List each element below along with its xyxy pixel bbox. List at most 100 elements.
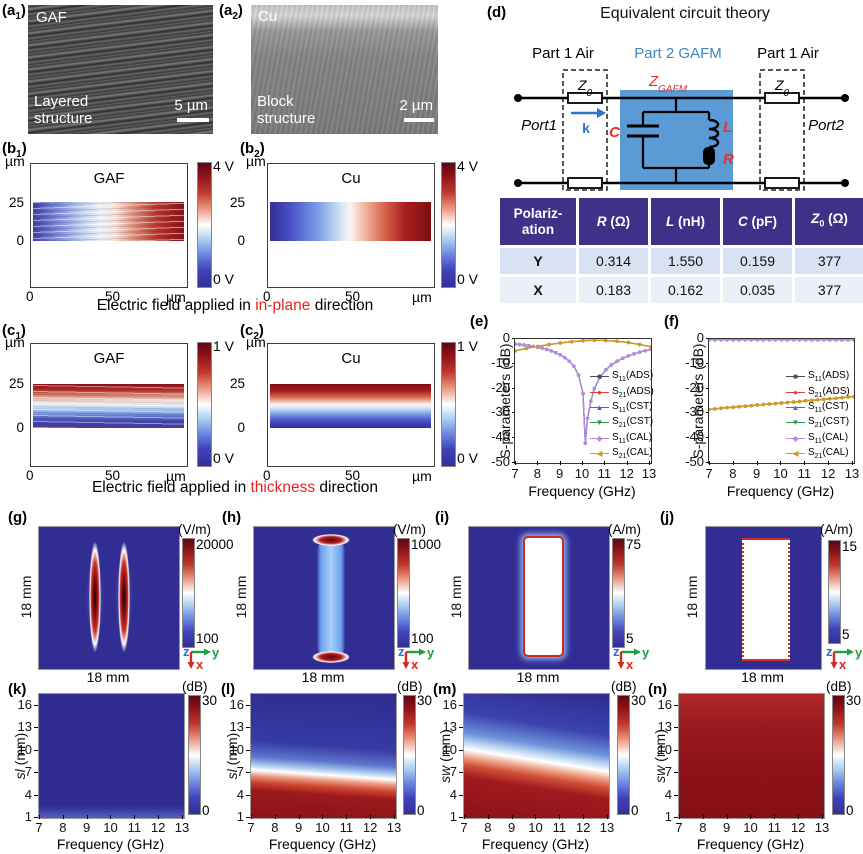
- data-marker: [834, 339, 838, 342]
- y-axis-ticks: 16 13 10 7 4 1: [652, 698, 679, 824]
- data-marker: [536, 344, 540, 349]
- x-axis-label: Frequency (GHz): [726, 483, 835, 499]
- legend-label: S21(ADS): [808, 385, 850, 399]
- terminal-dot: [841, 179, 849, 187]
- x-axis-label: Frequency (GHz): [56, 836, 165, 852]
- legend-marker: ●: [786, 388, 805, 396]
- y-tick-label: -20: [685, 379, 710, 395]
- scale-bar: [404, 118, 434, 122]
- legend-marker: ◆: [786, 434, 805, 442]
- data-marker: [840, 339, 844, 342]
- y-tick: 25: [8, 376, 24, 391]
- y-axis-ticks: 0 -10 -20 -30 -40 -50: [682, 330, 711, 469]
- legend-marker: ◀: [786, 450, 805, 458]
- data-marker: [755, 339, 759, 342]
- colorbar-max: 1000: [411, 537, 442, 552]
- data-marker: [649, 347, 651, 352]
- map-title: Cu: [341, 170, 361, 187]
- voltage-map-b2: Cu: [267, 163, 435, 288]
- voltage-map-c2: Cu: [267, 343, 435, 467]
- data-marker: [632, 352, 636, 356]
- x-tick-label: 13: [174, 815, 190, 835]
- cell-r: 0.314: [579, 248, 648, 274]
- data-marker: [515, 342, 517, 346]
- data-marker: [558, 353, 562, 357]
- sem-material-label: Cu: [258, 8, 278, 25]
- colorbar: [828, 540, 841, 644]
- air-section-box-left: [562, 69, 608, 191]
- field-hotspot: [312, 651, 350, 663]
- colorbar: [182, 538, 195, 648]
- e-field-map-g: [38, 526, 180, 670]
- chart-legend: ■ S11(ADS) ● S21(ADS) ▲ S11(CST) ▼ S21(CST) ◆ S11…: [590, 369, 654, 461]
- y-axis-ticks: 16 13 10 7 4 1: [224, 698, 251, 824]
- z-axis-letter: z: [183, 644, 190, 659]
- y-tick-label: -50: [491, 453, 516, 469]
- x-tick-label: 9: [552, 461, 568, 481]
- x-tick-label: 10: [743, 815, 758, 835]
- port1-label: Port1: [521, 117, 557, 134]
- y-axis-letter: y: [427, 645, 435, 660]
- colorbar-max: 30: [202, 693, 218, 708]
- data-marker: [549, 349, 553, 353]
- x-axis-label: Frequency (GHz): [696, 836, 805, 852]
- colorbar: [188, 695, 201, 815]
- y-axis-letter: y: [855, 645, 863, 660]
- data-marker: [761, 402, 766, 407]
- x-axis-ticks: 7 8 9 10 11 12 13: [507, 461, 657, 481]
- coordinate-axes-glyph: z y x: [613, 644, 650, 670]
- y-tick-label: 10: [17, 741, 39, 757]
- panel-label-a2: (a2): [219, 2, 243, 22]
- x-tick-label: 7: [243, 815, 259, 835]
- x-tick-label: 12: [820, 461, 836, 481]
- z0-resistor: [567, 177, 603, 189]
- legend-marker: ●: [590, 388, 609, 396]
- y-size-label: 18 mm: [18, 575, 34, 619]
- panel-label-n: (n): [648, 681, 668, 698]
- y-tick-label: 4: [449, 786, 464, 802]
- data-marker: [767, 339, 772, 342]
- scale-bar: [177, 118, 209, 122]
- y-tick-label: -10: [685, 354, 710, 370]
- colorbar: [612, 538, 625, 648]
- data-marker: [524, 346, 528, 351]
- y-axis-ticks: 16 13 10 7 4 1: [12, 698, 39, 824]
- legend-label: S21(CST): [612, 416, 654, 430]
- y-tick: 25: [229, 195, 245, 210]
- data-marker: [828, 339, 832, 342]
- legend-entry: ● S21(ADS): [590, 384, 654, 399]
- z-axis-letter: z: [613, 644, 620, 659]
- y-tick-label: 0: [696, 330, 711, 345]
- x-tick: 0: [263, 468, 271, 483]
- panel-label-a1: ((aa1): [2, 2, 26, 22]
- legend-label: S11(CST): [612, 400, 653, 414]
- x-axis-unit: µm: [412, 468, 432, 484]
- z0-resistor: [764, 92, 800, 104]
- data-marker: [785, 339, 790, 342]
- data-marker: [709, 407, 711, 412]
- resistance-label: R: [723, 151, 734, 168]
- legend-label: S11(ADS): [808, 370, 850, 384]
- terminal-dot: [514, 94, 522, 102]
- colorbar-max: 1 V: [213, 338, 235, 354]
- y-axis-unit: µm: [5, 334, 25, 350]
- data-marker: [592, 339, 596, 342]
- legend-label: S11(CST): [808, 400, 849, 414]
- y-tick-label: -50: [685, 453, 710, 469]
- colorbar: [832, 695, 845, 815]
- sem-structure-label: Block structure: [257, 93, 316, 127]
- data-marker: [725, 406, 729, 410]
- field-bar: [317, 539, 345, 658]
- y-tick-label: 1: [664, 808, 679, 824]
- x-tick-label: 13: [641, 461, 657, 481]
- legend-entry: ■ S11(ADS): [590, 369, 654, 384]
- z0-resistor: [764, 177, 800, 189]
- y-tick-label: -30: [685, 404, 710, 420]
- cell-polarization: Y: [500, 248, 576, 274]
- data-marker: [563, 355, 567, 360]
- k-label: k: [582, 120, 590, 136]
- legend-entry: ▼ S21(CST): [590, 415, 654, 430]
- cell-l: 0.162: [651, 277, 720, 303]
- x-tick-label: 11: [127, 815, 142, 835]
- data-marker: [743, 404, 747, 408]
